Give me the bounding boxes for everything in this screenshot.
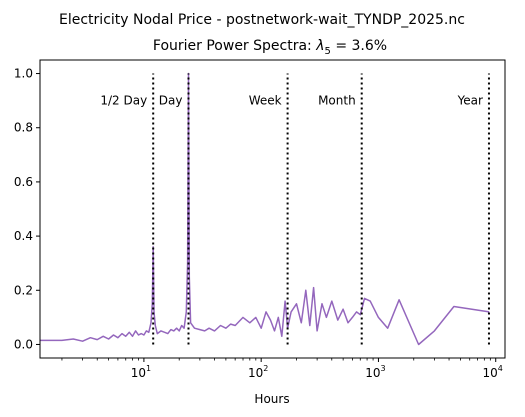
period-label-3: Month [318,94,356,108]
subtitle-suffix: = 3.6% [331,38,387,54]
subtitle-symbol: λ [315,38,324,54]
axes-frame [39,59,506,359]
series-line-0 [40,72,490,346]
x-tick-label: 104 [483,364,503,380]
y-tick-label: 0.4 [14,229,33,243]
y-tick-label: 0.8 [14,121,33,135]
period-marker-lines [152,73,490,345]
period-label-4: Year [457,94,483,108]
period-label-2: Week [249,94,282,108]
chart-title: Electricity Nodal Price - postnetwork-wa… [59,12,465,28]
y-tick-label: 0.6 [14,175,33,189]
y-tick-label: 0.2 [14,283,33,297]
subtitle-prefix: Fourier Power Spectra: [153,38,316,54]
chart-subtitle: Fourier Power Spectra: λ5 = 3.6% [153,38,387,57]
y-tick-label: 1.0 [14,67,33,81]
x-tick-label: 102 [248,364,268,380]
period-label-0: 1/2 Day [100,94,147,108]
x-axis-label: Hours [254,392,289,406]
axes: 0.0 0.2 0.4 0.6 0.8 1.0 101 102 103 104 [14,59,506,380]
period-label-1: Day [159,94,183,108]
plot-area [40,72,490,346]
period-marker-labels: 1/2 Day Day Week Month Year [100,94,483,108]
y-tick-label: 0.0 [14,337,33,351]
subtitle-subscript: 5 [325,46,331,57]
x-tick-label: 103 [365,364,385,380]
x-tick-label: 101 [131,364,151,380]
